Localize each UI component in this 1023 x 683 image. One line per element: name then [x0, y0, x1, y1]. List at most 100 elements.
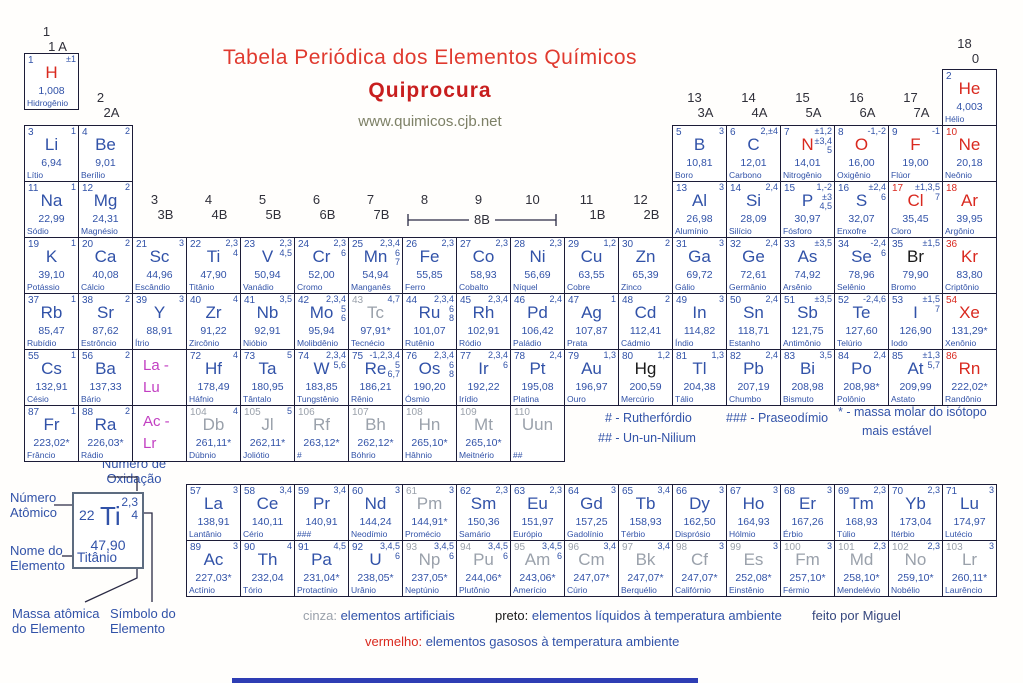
- element-cell-Kr[interactable]: 36 Kr 83,80 Criptônio: [942, 237, 997, 294]
- element-cell-Es[interactable]: 99 3 Es 252,08* Einstênio: [726, 540, 781, 597]
- element-cell-At[interactable]: 85 ±1,3 5,7 At 209,99 Astato: [888, 349, 943, 406]
- element-cell-Th[interactable]: 90 4 Th 232,04 Tório: [240, 540, 295, 597]
- element-cell-Te[interactable]: 52 -2,4,6 Te 127,60 Telúrio: [834, 293, 889, 350]
- element-cell-Br[interactable]: 35 ±1,5 Br 79,90 Bromo: [888, 237, 943, 294]
- element-cell-In[interactable]: 49 3 In 114,82 Índio: [672, 293, 727, 350]
- element-cell-Ge[interactable]: 32 2,4 Ge 72,61 Germânio: [726, 237, 781, 294]
- element-cell-Li[interactable]: 3 1 Li 6,94 Lítio: [24, 125, 79, 182]
- element-cell-Cu[interactable]: 29 1,2 Cu 63,55 Cobre: [564, 237, 619, 294]
- element-cell-Pm[interactable]: 61 3 Pm 144,91* Promécio: [402, 484, 457, 541]
- element-cell-P[interactable]: 15 1,-2 ±3 4,5 P 30,97 Fósforo: [780, 181, 835, 238]
- element-cell-Pa[interactable]: 91 4,5 Pa 231,04* Protactínio: [294, 540, 349, 597]
- element-cell-F[interactable]: 9 -1 F 19,00 Flúor: [888, 125, 943, 182]
- element-cell-Sn[interactable]: 50 2,4 Sn 118,71 Estanho: [726, 293, 781, 350]
- element-cell-U[interactable]: 92 3,4,5 6 U 238,05* Urânio: [348, 540, 403, 597]
- element-cell-Jl[interactable]: 105 5 Jl 262,11* Joliótio: [240, 405, 295, 462]
- element-cell-Si[interactable]: 14 2,4 Si 28,09 Silício: [726, 181, 781, 238]
- element-cell-Cd[interactable]: 48 2 Cd 112,41 Cádmio: [618, 293, 673, 350]
- element-cell-N[interactable]: 7 ±1,2 ±3,4 5 N 14,01 Nitrogênio: [780, 125, 835, 182]
- element-cell-Cm[interactable]: 96 3,4 Cm 247,07* Cúrio: [564, 540, 619, 597]
- element-cell-Eu[interactable]: 63 2,3 Eu 151,97 Európio: [510, 484, 565, 541]
- element-cell-Ba[interactable]: 56 2 Ba 137,33 Bário: [78, 349, 133, 406]
- element-cell-Ca[interactable]: 20 2 Ca 40,08 Cálcio: [78, 237, 133, 294]
- element-cell-Nd[interactable]: 60 3 Nd 144,24 Neodímio: [348, 484, 403, 541]
- element-cell-Ce[interactable]: 58 3,4 Ce 140,11 Cério: [240, 484, 295, 541]
- element-cell-Tb[interactable]: 65 3,4 Tb 158,93 Térbio: [618, 484, 673, 541]
- element-cell-Bi[interactable]: 83 3,5 Bi 208,98 Bismuto: [780, 349, 835, 406]
- element-cell-Gd[interactable]: 64 3 Gd 157,25 Gadolínio: [564, 484, 619, 541]
- element-cell-Hg[interactable]: 80 1,2 Hg 200,59 Mercúrio: [618, 349, 673, 406]
- series-placeholder-La-Lu[interactable]: La - Lu: [132, 349, 187, 406]
- element-cell-Pt[interactable]: 78 2,4 Pt 195,08 Platina: [510, 349, 565, 406]
- element-cell-Mt[interactable]: 109 Mt 265,10* Meitnério: [456, 405, 511, 462]
- element-cell-La[interactable]: 57 3 La 138,91 Lantânio: [186, 484, 241, 541]
- element-cell-Bk[interactable]: 97 3,4 Bk 247,07* Berquélio: [618, 540, 673, 597]
- element-cell-I[interactable]: 53 ±1,5 7 I 126,90 Iodo: [888, 293, 943, 350]
- element-cell-Fr[interactable]: 87 1 Fr 223,02* Frâncio: [24, 405, 79, 462]
- element-cell-Zr[interactable]: 40 4 Zr 91,22 Zircônio: [186, 293, 241, 350]
- element-cell-Mo[interactable]: 42 2,3,4 5 6 Mo 95,94 Molibdênio: [294, 293, 349, 350]
- element-cell-B[interactable]: 5 3 B 10,81 Boro: [672, 125, 727, 182]
- element-cell-Tl[interactable]: 81 1,3 Tl 204,38 Tálio: [672, 349, 727, 406]
- element-cell-Al[interactable]: 13 3 Al 26,98 Alumínio: [672, 181, 727, 238]
- element-cell-Rn[interactable]: 86 Rn 222,02* Randônio: [942, 349, 997, 406]
- element-cell-Ne[interactable]: 10 Ne 20,18 Neônio: [942, 125, 997, 182]
- element-cell-Np[interactable]: 93 3,4,5 6 Np 237,05* Neptúnio: [402, 540, 457, 597]
- element-cell-Mg[interactable]: 12 2 Mg 24,31 Magnésio: [78, 181, 133, 238]
- element-cell-Fe[interactable]: 26 2,3 Fe 55,85 Ferro: [402, 237, 457, 294]
- element-cell-No[interactable]: 102 2,3 No 259,10* Nobélio: [888, 540, 943, 597]
- element-cell-As[interactable]: 33 ±3,5 As 74,92 Arsênio: [780, 237, 835, 294]
- element-cell-V[interactable]: 23 2,3 4,5 V 50,94 Vanádio: [240, 237, 295, 294]
- element-cell-Ni[interactable]: 28 2,3 Ni 56,69 Níquel: [510, 237, 565, 294]
- element-cell-He[interactable]: 2 He 4,003 Hélio: [942, 69, 997, 126]
- element-cell-Ar[interactable]: 18 Ar 39,95 Argônio: [942, 181, 997, 238]
- website-url[interactable]: www.quimicos.cjb.net: [358, 113, 502, 130]
- element-cell-Lu[interactable]: 71 3 Lu 174,97 Lutécio: [942, 484, 997, 541]
- element-cell-Po[interactable]: 84 2,4 Po 208,98* Polônio: [834, 349, 889, 406]
- element-cell-Uun[interactable]: 110 Uun ##: [510, 405, 565, 462]
- element-cell-Be[interactable]: 4 2 Be 9,01 Berílio: [78, 125, 133, 182]
- element-cell-Er[interactable]: 68 3 Er 167,26 Érbio: [780, 484, 835, 541]
- element-cell-Sb[interactable]: 51 ±3,5 Sb 121,75 Antimônio: [780, 293, 835, 350]
- element-cell-W[interactable]: 74 2,3,4 5,6 W 183,85 Tungstênio: [294, 349, 349, 406]
- element-cell-Rh[interactable]: 45 2,3,4 Rh 102,91 Ródio: [456, 293, 511, 350]
- element-cell-Yb[interactable]: 70 2,3 Yb 173,04 Itérbio: [888, 484, 943, 541]
- element-cell-Ta[interactable]: 73 5 Ta 180,95 Tântalo: [240, 349, 295, 406]
- element-cell-Pd[interactable]: 46 2,4 Pd 106,42 Paládio: [510, 293, 565, 350]
- element-cell-K[interactable]: 19 1 K 39,10 Potássio: [24, 237, 79, 294]
- element-cell-Fm[interactable]: 100 3 Fm 257,10* Férmio: [780, 540, 835, 597]
- element-cell-Pr[interactable]: 59 3,4 Pr 140,91 ###: [294, 484, 349, 541]
- element-cell-Se[interactable]: 34 -2,4 6 Se 78,96 Selênio: [834, 237, 889, 294]
- element-cell-Sm[interactable]: 62 2,3 Sm 150,36 Samário: [456, 484, 511, 541]
- series-placeholder-Ac-Lr[interactable]: Ac - Lr: [132, 405, 187, 462]
- element-cell-Xe[interactable]: 54 Xe 131,29* Xenônio: [942, 293, 997, 350]
- element-cell-Cf[interactable]: 98 3 Cf 247,07* Califórnio: [672, 540, 727, 597]
- element-cell-Cr[interactable]: 24 2,3 6 Cr 52,00 Cromo: [294, 237, 349, 294]
- element-cell-Ru[interactable]: 44 2,3,4 6 8 Ru 101,07 Rutênio: [402, 293, 457, 350]
- element-cell-Pb[interactable]: 82 2,4 Pb 207,19 Chumbo: [726, 349, 781, 406]
- element-cell-O[interactable]: 8 -1,-2 O 16,00 Oxigênio: [834, 125, 889, 182]
- element-cell-Db[interactable]: 104 4 Db 261,11* Dúbnio: [186, 405, 241, 462]
- element-cell-Am[interactable]: 95 3,4,5 6 Am 243,06* Amerício: [510, 540, 565, 597]
- element-cell-Lr[interactable]: 103 3 Lr 260,11* Laurêncio: [942, 540, 997, 597]
- element-cell-Rf[interactable]: 106 Rf 263,12* #: [294, 405, 349, 462]
- element-cell-Zn[interactable]: 30 2 Zn 65,39 Zinco: [618, 237, 673, 294]
- element-cell-Co[interactable]: 27 2,3 Co 58,93 Cobalto: [456, 237, 511, 294]
- element-cell-Ho[interactable]: 67 3 Ho 164,93 Hólmio: [726, 484, 781, 541]
- element-cell-Re[interactable]: 75 -1,2,3,4 5 6,7 Re 186,21 Rênio: [348, 349, 403, 406]
- element-cell-Ir[interactable]: 77 2,3,4 6 Ir 192,22 Irídio: [456, 349, 511, 406]
- element-cell-Nb[interactable]: 41 3,5 Nb 92,91 Nióbio: [240, 293, 295, 350]
- element-cell-Mn[interactable]: 25 2,3,4 6 7 Mn 54,94 Manganês: [348, 237, 403, 294]
- element-cell-C[interactable]: 6 2,±4 C 12,01 Carbono: [726, 125, 781, 182]
- element-cell-Pu[interactable]: 94 3,4,5 6 Pu 244,06* Plutônio: [456, 540, 511, 597]
- element-cell-Bh[interactable]: 107 Bh 262,12* Bóhrio: [348, 405, 403, 462]
- element-cell-Ti[interactable]: 22 2,3 4 Ti 47,90 Titânio: [186, 237, 241, 294]
- element-cell-Ag[interactable]: 47 1 Ag 107,87 Prata: [564, 293, 619, 350]
- element-cell-Rb[interactable]: 37 1 Rb 85,47 Rubídio: [24, 293, 79, 350]
- element-cell-Ac[interactable]: 89 3 Ac 227,03* Actínio: [186, 540, 241, 597]
- element-cell-Au[interactable]: 79 1,3 Au 196,97 Ouro: [564, 349, 619, 406]
- element-cell-S[interactable]: 16 ±2,4 6 S 32,07 Enxofre: [834, 181, 889, 238]
- element-cell-Hf[interactable]: 72 4 Hf 178,49 Háfnio: [186, 349, 241, 406]
- element-cell-Na[interactable]: 11 1 Na 22,99 Sódio: [24, 181, 79, 238]
- element-cell-Os[interactable]: 76 2,3,4 6 8 Os 190,20 Ósmio: [402, 349, 457, 406]
